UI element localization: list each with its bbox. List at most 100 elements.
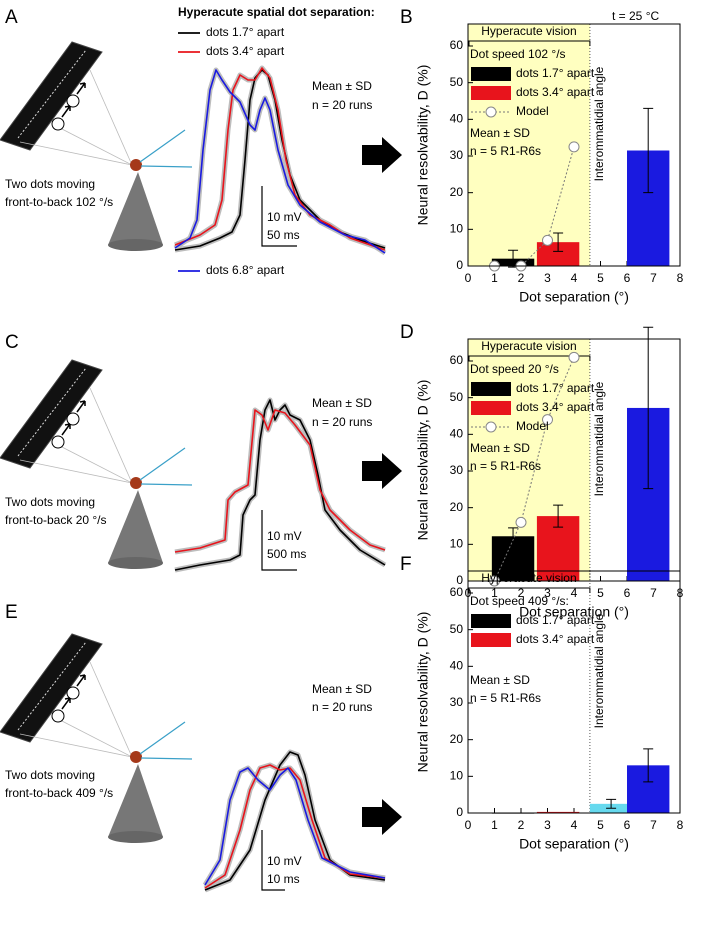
- vline-label: Interommatidial angle: [592, 381, 606, 496]
- x-tick-label: 6: [624, 586, 631, 600]
- scale-label: 500 ms: [267, 547, 306, 561]
- legend-swatch: [471, 86, 511, 100]
- scale-label: 10 mV: [267, 210, 302, 224]
- legend-label: dots 1.7° apart: [516, 381, 595, 395]
- x-tick-label: 4: [571, 586, 578, 600]
- x-tick-label: 1: [491, 271, 498, 285]
- setup-illustration: [0, 360, 192, 569]
- stimulus-label: front-to-back 102 °/s: [5, 195, 113, 209]
- stats-label: n = 5 R1-R6s: [470, 144, 541, 158]
- stimulus-label: Two dots moving: [5, 177, 95, 191]
- legend-swatch: [485, 106, 497, 118]
- bar: [536, 242, 580, 266]
- stimulus-label: front-to-back 20 °/s: [5, 513, 107, 527]
- scale-label: 10 mV: [267, 529, 302, 543]
- y-tick-label: 50: [450, 622, 464, 636]
- x-tick-label: 8: [677, 818, 684, 832]
- model-point: [515, 516, 527, 528]
- x-tick-label: 5: [597, 818, 604, 832]
- x-tick-label: 1: [491, 818, 498, 832]
- arrow: [362, 799, 402, 835]
- stats-label: Mean ± SD: [470, 673, 530, 687]
- legend-swatch: [471, 614, 511, 628]
- y-tick-label: 20: [450, 732, 464, 746]
- stats-label: Mean ± SD: [470, 441, 530, 455]
- y-tick-label: 10: [450, 537, 464, 551]
- vline-label: Interommatidial angle: [592, 613, 606, 728]
- x-tick-label: 2: [518, 818, 525, 832]
- error-bar: [508, 527, 519, 546]
- bracket-label: Hyperacute vision: [481, 571, 576, 585]
- legend-swatch: [485, 421, 497, 433]
- stats-label: Mean ± SD: [312, 79, 372, 93]
- x-tick-label: 3: [544, 586, 551, 600]
- y-tick-label: 0: [456, 258, 463, 272]
- trace: [204, 767, 386, 886]
- stimulus-label: front-to-back 409 °/s: [5, 786, 113, 800]
- bracket: [468, 355, 591, 361]
- temperature-note: t = 25 °C: [612, 9, 659, 23]
- stats-label: n = 5 R1-R6s: [470, 691, 541, 705]
- x-tick-label: 0: [465, 818, 472, 832]
- panel-letter: F: [400, 554, 412, 575]
- scale-bar: [261, 830, 285, 891]
- arrow: [362, 453, 402, 489]
- y-tick-label: 0: [456, 805, 463, 819]
- vline-label: Interommatidial angle: [592, 66, 606, 181]
- y-tick-label: 60: [450, 353, 464, 367]
- y-tick-label: 20: [450, 500, 464, 514]
- plot-frame: [467, 570, 681, 814]
- legend-label: dots 3.4° apart: [516, 85, 595, 99]
- x-tick-label: 3: [544, 818, 551, 832]
- stats-label: n = 20 runs: [312, 415, 372, 429]
- y-tick-label: 20: [450, 185, 464, 199]
- panel-letter: B: [400, 7, 413, 28]
- scale-bar: [261, 510, 297, 571]
- setup-illustration: [0, 42, 192, 251]
- y-tick-label: 0: [456, 573, 463, 587]
- stats-label: n = 20 runs: [312, 98, 372, 112]
- bracket-label: Hyperacute vision: [481, 339, 576, 353]
- legend-label: Model: [516, 419, 549, 433]
- panel-letter: C: [5, 332, 19, 353]
- stats-label: n = 5 R1-R6s: [470, 459, 541, 473]
- model-point: [542, 234, 553, 246]
- y-tick-label: 40: [450, 427, 464, 441]
- legend-label: dots 1.7° apart: [516, 613, 595, 627]
- panel-letter: D: [400, 322, 414, 343]
- y-axis-label: Neural resolvability, D (%): [415, 612, 431, 773]
- trace: [174, 399, 386, 571]
- stimulus-label: Two dots moving: [5, 768, 95, 782]
- stats-label: Mean ± SD: [470, 126, 530, 140]
- setup-illustration: [0, 634, 192, 843]
- y-tick-label: 60: [450, 585, 464, 599]
- arrow: [362, 137, 402, 173]
- x-tick-label: 6: [624, 271, 631, 285]
- model-point: [568, 141, 580, 153]
- legend-label: dots 1.7° apart: [206, 25, 285, 39]
- trace: [204, 764, 386, 889]
- plot-frame: [467, 23, 681, 267]
- y-axis-label: Neural resolvability, D (%): [415, 65, 431, 226]
- x-tick-label: 8: [677, 271, 684, 285]
- error-bar: [643, 748, 654, 783]
- scale-bar: [261, 186, 297, 247]
- y-tick-label: 40: [450, 112, 464, 126]
- legend-title: Hyperacute spatial dot separation:: [178, 5, 375, 19]
- stats-label: Mean ± SD: [312, 682, 372, 696]
- x-tick-label: 4: [571, 271, 578, 285]
- y-tick-label: 30: [450, 695, 464, 709]
- legend-title: Dot speed 102 °/s: [470, 47, 566, 61]
- x-tick-label: 1: [491, 586, 498, 600]
- error-bar: [643, 326, 654, 490]
- model-point: [542, 414, 553, 426]
- y-axis-label: Neural resolvability, D (%): [415, 380, 431, 541]
- scale-label: 50 ms: [267, 228, 300, 242]
- stimulus-label: Two dots moving: [5, 495, 95, 509]
- y-tick-label: 50: [450, 75, 464, 89]
- x-tick-label: 5: [597, 586, 604, 600]
- y-tick-label: 30: [450, 148, 464, 162]
